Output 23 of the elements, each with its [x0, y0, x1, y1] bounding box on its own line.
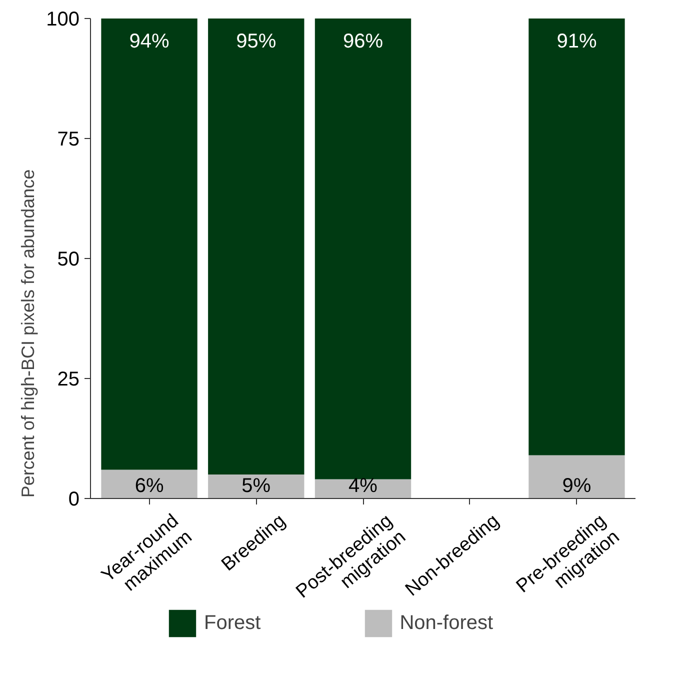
y-tick-label: 25	[57, 368, 80, 390]
data-label: 9%	[562, 475, 592, 498]
y-tick-label: 0	[68, 488, 80, 510]
legend-label: Forest	[204, 612, 261, 634]
data-label: 91%	[556, 30, 597, 52]
bar	[208, 18, 304, 474]
legend-label: Non-forest	[400, 612, 494, 634]
data-label: 95%	[236, 30, 276, 52]
y-tick-label: 100	[46, 8, 80, 30]
bar	[528, 18, 625, 456]
data-label: 5%	[242, 475, 271, 498]
bar	[528, 455, 625, 498]
bar	[101, 470, 198, 498]
data-label: 4%	[348, 475, 378, 498]
data-label: 6%	[134, 475, 164, 498]
data-label: 96%	[342, 30, 384, 52]
y-axis-title: Percent of high-BCI pixels for abundance	[18, 169, 38, 498]
y-tick-label: 75	[57, 128, 80, 150]
bar	[101, 18, 198, 470]
bar	[208, 474, 304, 498]
data-label: 94%	[129, 30, 170, 52]
bar	[314, 18, 412, 480]
y-tick-label: 50	[57, 248, 80, 270]
